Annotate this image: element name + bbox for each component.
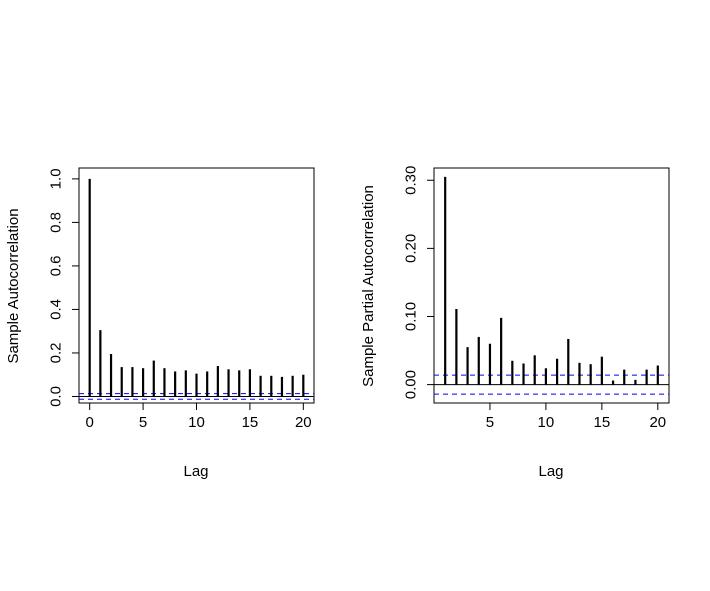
acf-x-tick-label-20: 20: [295, 414, 312, 431]
acf-y-tick-label-1: 0.2: [48, 343, 65, 364]
acf-x-tick-label-0: 0: [86, 414, 94, 431]
acf-x-tick-label-10: 10: [188, 414, 205, 431]
acf-y-tick-label-2: 0.4: [48, 299, 65, 320]
pacf-panel: 5 10 15 20 0.00 0.10 0.20 0.30 Lag Sample Part…: [360, 166, 670, 480]
pacf-y-tick-label-1: 0.10: [403, 302, 420, 331]
acf-x-label: Lag: [183, 463, 208, 480]
pacf-confidence-bounds: [434, 374, 669, 395]
acf-stems: [88, 178, 305, 397]
acf-panel: 0 5 10 15 20 0.0 0.2 0.4 0.6 0.8 1.0 Lag Sample A…: [5, 167, 315, 480]
pacf-stems: [444, 176, 659, 385]
pacf-x-tick-label-10: 10: [538, 414, 555, 431]
pacf-x-tick-label-5: 5: [486, 414, 494, 431]
pacf-y-tick-label-3: 0.30: [403, 166, 420, 195]
acf-plot-frame: [78, 167, 315, 404]
acf-y-tick-label-0: 0.0: [48, 386, 65, 407]
pacf-x-label: Lag: [538, 463, 563, 480]
acf-y-tick-label-5: 1.0: [48, 168, 65, 189]
pacf-x-tick-label-20: 20: [649, 414, 666, 431]
pacf-plot-frame: [433, 167, 670, 404]
pacf-x-axis: 5 10 15 20: [486, 403, 666, 431]
acf-y-label: Sample Autocorrelation: [5, 208, 22, 363]
pacf-x-tick-label-15: 15: [594, 414, 611, 431]
acf-x-tick-label-15: 15: [242, 414, 259, 431]
pacf-y-tick-label-2: 0.20: [403, 234, 420, 263]
acf-y-tick-label-4: 0.8: [48, 212, 65, 233]
pacf-y-tick-label-0: 0.00: [403, 370, 420, 399]
acf-x-axis: 0 5 10 15 20: [86, 403, 312, 431]
acf-y-tick-label-3: 0.6: [48, 255, 65, 276]
acf-x-tick-label-5: 5: [139, 414, 147, 431]
acf-y-axis: 0.0 0.2 0.4 0.6 0.8 1.0: [48, 168, 79, 407]
pacf-y-axis: 0.00 0.10 0.20 0.30: [403, 166, 434, 399]
pacf-y-label: Sample Partial Autocorrelation: [360, 185, 377, 387]
